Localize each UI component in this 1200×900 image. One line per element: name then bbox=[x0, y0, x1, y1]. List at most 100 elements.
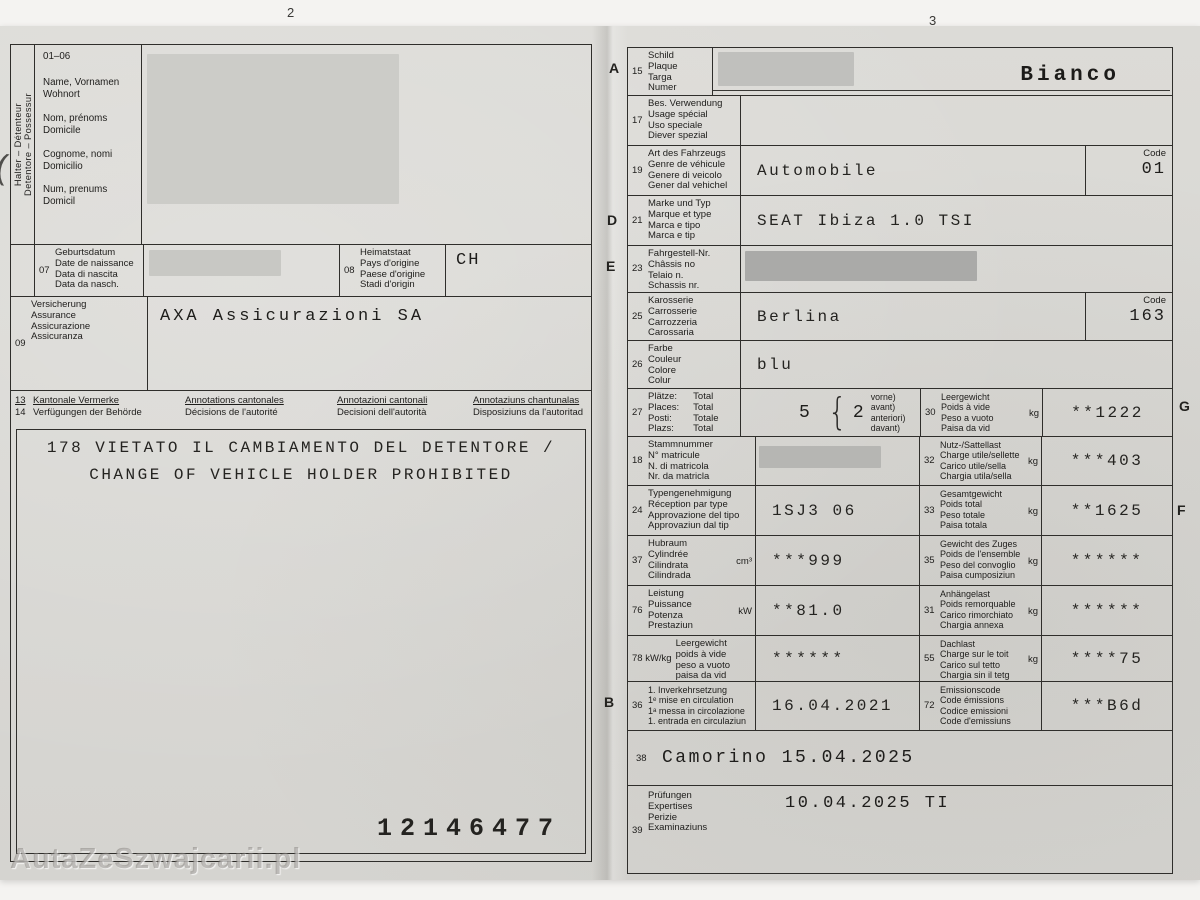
emissions-labels-cell: 72 Emissionscode Code émissions Codice e… bbox=[920, 682, 1042, 730]
vehicle-kind-code: 01 bbox=[1141, 160, 1166, 179]
holder-value-cell bbox=[142, 45, 591, 244]
type-approval-labels: Typengenehmigung Réception par type Appr… bbox=[648, 488, 740, 532]
watermark: AutaZeSzwajcarii.pl bbox=[10, 843, 302, 875]
field-number: 26 bbox=[632, 358, 643, 370]
field-number: 23 bbox=[632, 263, 643, 275]
power-labels-cell: 76 Leistung Puissance Potenza Prestaziun… bbox=[628, 586, 756, 635]
annotation-header-line: Annotazioni cantonali bbox=[337, 395, 428, 406]
plate-writing-line bbox=[713, 90, 1170, 91]
field-number: 13 bbox=[15, 395, 26, 406]
field-number: 37 bbox=[632, 554, 643, 566]
stammnummer-labels-cell: 18 Stammnummer N° matricule N. di matric… bbox=[628, 437, 756, 485]
plate-value-cell: Bianco bbox=[713, 48, 1172, 95]
seats-total-labels: Total Total Totale Total bbox=[693, 391, 719, 435]
issue-row: 38 Camorino 15.04.2025 bbox=[628, 731, 1172, 786]
annotation-header-de: Kantonale Vermerke Verfügungen der Behör… bbox=[33, 395, 185, 427]
unit-label: kg bbox=[1027, 653, 1038, 665]
type-approval-value-cell: 1SJ3 06 bbox=[756, 486, 920, 535]
make-value: SEAT Ibiza 1.0 TSI bbox=[757, 211, 975, 230]
chassis-value-cell bbox=[741, 246, 1172, 292]
origin-labels: Heimatstaat Pays d'origine Paese d'origi… bbox=[360, 247, 426, 291]
payload-labels: Nutz-/Sattellast Charge utile/sellette C… bbox=[940, 440, 1020, 481]
first-registration-value-cell: 16.04.2021 bbox=[756, 682, 920, 730]
special-use-labels: Bes. Verwendung Usage spécial Uso specia… bbox=[648, 98, 723, 142]
field-number: 08 bbox=[344, 264, 355, 276]
vehicle-kind-labels-cell: 19 Art des Fahrzeugs Genre de véhicule G… bbox=[628, 146, 741, 195]
field-number: 21 bbox=[632, 214, 643, 226]
code-label: Code bbox=[1143, 148, 1166, 159]
front-seats-labels: vorne) avant) anteriori) davant) bbox=[870, 391, 906, 433]
type-approval-labels-cell: 24 Typengenehmigung Réception par type A… bbox=[628, 486, 756, 535]
field-number: 14 bbox=[15, 407, 26, 419]
left-page: Halter – Détenteur Detentore – Possessur… bbox=[10, 44, 592, 862]
body-code-cell: Code 163 bbox=[1086, 293, 1172, 340]
section-letter-g: G bbox=[1179, 398, 1190, 414]
typeapproval-totalweight-row: 24 Typengenehmigung Réception par type A… bbox=[628, 486, 1172, 536]
holder-labels-cell: 01–06 Name, Vornamen Wohnort Nom, prénom… bbox=[35, 45, 142, 244]
body-value: Berlina bbox=[757, 307, 842, 326]
annotation-header-rm: Annotaziuns chantunalas Disposiziuns da … bbox=[473, 395, 587, 427]
trailer-load-value: ****** bbox=[1070, 601, 1144, 620]
field-number: 38 bbox=[636, 752, 647, 764]
redaction-chassis-number bbox=[745, 251, 977, 281]
origin-value-cell: CH bbox=[446, 245, 591, 296]
first-registration-labels-cell: 36 1. Inverkehrsetzung 1ᵉ mise en circul… bbox=[628, 682, 756, 730]
train-weight-labels: Gewicht des Zuges Poids de l'ensemble Pe… bbox=[940, 539, 1021, 580]
make-value-cell: SEAT Ibiza 1.0 TSI bbox=[741, 196, 1172, 245]
payload-value: ***403 bbox=[1070, 452, 1144, 470]
birth-origin-row: 07 Geburtsdatum Date de naissance Data d… bbox=[11, 245, 591, 297]
total-weight-labels-cell: 33 Gesamtgewicht Poids total Peso totale… bbox=[920, 486, 1042, 535]
firstreg-emissions-row: 36 1. Inverkehrsetzung 1ᵉ mise en circul… bbox=[628, 682, 1172, 731]
vehicle-kind-code-cell: Code 01 bbox=[1086, 146, 1172, 195]
displacement-value-cell: ***999 bbox=[756, 536, 920, 585]
make-labels-cell: 21 Marke und Typ Marque et type Marca e … bbox=[628, 196, 741, 245]
vehicle-kind-value-cell: Automobile bbox=[741, 146, 1086, 195]
field-number: 33 bbox=[924, 504, 935, 516]
holder-strip-line-2: Detentore – Possessur bbox=[22, 93, 33, 196]
front-seats-value: 2 bbox=[852, 402, 864, 423]
emissions-value-cell: ***B6d bbox=[1042, 682, 1172, 730]
insurance-row: 09 Versicherung Assurance Assicurazione … bbox=[11, 297, 591, 391]
first-registration-value: 16.04.2021 bbox=[772, 697, 894, 715]
redaction-plate-number bbox=[718, 52, 854, 86]
inspections-labels: Prüfungen Expertises Perizie Examinaziun… bbox=[648, 790, 708, 834]
unit-label: kg bbox=[1027, 605, 1038, 617]
curb-weight-labels-cell: 30 Leergewicht Poids à vide Peso a vuoto… bbox=[921, 389, 1043, 436]
page-number-left: 2 bbox=[287, 5, 295, 20]
unit-label: cm³ bbox=[736, 555, 752, 567]
annotation-header-line: Kantonale Vermerke bbox=[33, 395, 120, 406]
section-letter-f: F bbox=[1177, 502, 1186, 518]
payload-labels-cell: 32 Nutz-/Sattellast Charge utile/sellett… bbox=[920, 437, 1042, 485]
section-letter-b: B bbox=[604, 694, 615, 710]
redaction-stammnummer bbox=[759, 446, 881, 468]
field-number: 17 bbox=[632, 114, 643, 126]
seats-labels-cell: 27 Plätze: Places: Posti: Plazs: Total T… bbox=[628, 389, 741, 436]
unit-label: kg bbox=[1027, 505, 1038, 517]
roof-load-value: ****75 bbox=[1070, 649, 1144, 668]
emissions-value: ***B6d bbox=[1070, 697, 1144, 715]
redaction-birthdate bbox=[149, 250, 281, 276]
origin-value: CH bbox=[456, 251, 481, 270]
annotation-header-line: Décisions de l'autorité bbox=[185, 407, 278, 419]
body-row: 25 Karosserie Carrosserie Carrozzeria Ca… bbox=[628, 293, 1172, 341]
annotation-header-line: Annotaziuns chantunalas bbox=[473, 395, 580, 406]
field-number: 07 bbox=[39, 264, 50, 276]
color-labels-cell: 26 Farbe Couleur Colore Colur bbox=[628, 341, 741, 388]
annotation-header-it: Annotazioni cantonali Decisioni dell'aut… bbox=[337, 395, 473, 427]
trailer-load-labels: Anhängelast Poids remorquable Carico rim… bbox=[940, 589, 1016, 630]
vehicle-kind-row: 19 Art des Fahrzeugs Genre de véhicule G… bbox=[628, 146, 1172, 196]
section-letter-a: A bbox=[609, 60, 620, 76]
unit-label: kg bbox=[1027, 555, 1038, 567]
unit-label: kg bbox=[1028, 407, 1039, 419]
holder-labels: Name, Vornamen Wohnort Nom, prénoms Domi… bbox=[43, 76, 120, 208]
special-use-value-cell bbox=[741, 96, 1172, 145]
plate-row: 15 Schild Plaque Targa Numer Bianco bbox=[628, 48, 1172, 96]
annotation-header-line: Annotations cantonales bbox=[185, 395, 284, 406]
field-number: 24 bbox=[632, 504, 643, 516]
annotation-header-fr: Annotations cantonales Décisions de l'au… bbox=[185, 395, 337, 427]
power-weight-value: ****** bbox=[772, 649, 845, 668]
power-weight-labels-cell: 78 kW/kg Leergewicht poids à vide peso a… bbox=[628, 636, 756, 681]
field-number: 32 bbox=[924, 455, 935, 467]
inspections-value: 10.04.2025 TI bbox=[785, 794, 951, 813]
field-number: 35 bbox=[924, 554, 935, 566]
